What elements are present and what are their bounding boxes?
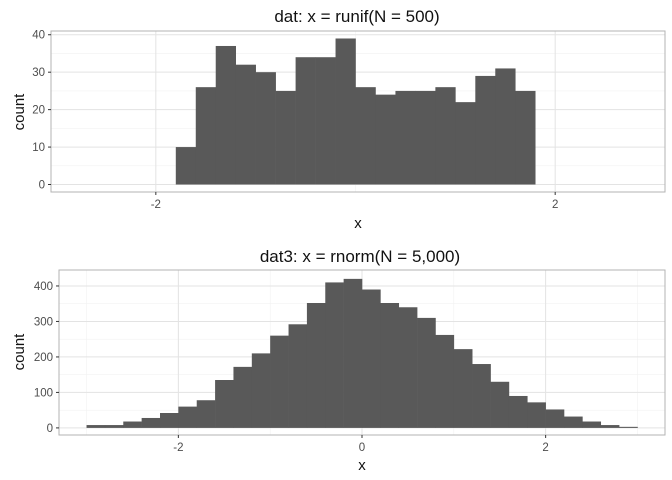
histogram-bar	[86, 425, 106, 428]
histogram-bar	[527, 402, 546, 428]
x-tick-label: -2	[173, 442, 183, 454]
histogram-bar	[375, 94, 396, 185]
histogram-bar	[417, 317, 436, 428]
histogram-bar	[355, 87, 376, 185]
bars	[86, 278, 638, 428]
histogram-panel-rnorm: dat3: x = rnorm(N = 5,000) -2 0 2 0 100 200 30…	[11, 247, 666, 474]
y-tick-label: 0	[47, 423, 53, 435]
histogram-bar	[435, 334, 455, 428]
histogram-bar	[160, 413, 179, 428]
y-tick-label: 20	[32, 105, 45, 117]
histogram-bar	[564, 416, 583, 428]
y-tick-label: 10	[32, 142, 45, 154]
histogram-bar	[123, 421, 142, 428]
histogram-bar	[270, 335, 289, 428]
histogram-bar	[398, 307, 418, 428]
histogram-bar	[475, 75, 496, 185]
histogram-bar	[495, 68, 516, 185]
x-tick-label: 2	[552, 199, 558, 211]
x-tick-label: 2	[542, 442, 548, 454]
histogram-bar	[104, 425, 124, 428]
y-tick-label: 30	[32, 67, 45, 79]
histogram-bar	[295, 57, 316, 185]
histogram-bar	[435, 87, 456, 185]
histogram-bar	[515, 90, 536, 185]
histogram-bar	[315, 57, 336, 185]
y-axis-title: count	[11, 93, 28, 131]
histogram-bar	[472, 364, 491, 428]
histogram-bar	[288, 324, 308, 428]
histogram-bar	[335, 38, 356, 185]
histogram-bar	[395, 90, 416, 185]
histogram-bar	[235, 64, 256, 185]
bars	[175, 38, 536, 185]
histogram-bar	[275, 90, 296, 185]
histogram-bar	[343, 278, 363, 428]
y-tick-label: 100	[34, 387, 53, 399]
histogram-bar	[306, 303, 326, 428]
y-tick-label: 0	[39, 180, 45, 192]
tick-labels: -2 0 2 0 100 200 300 400	[34, 281, 549, 454]
x-tick-label: -2	[151, 199, 161, 211]
histogram-bar	[455, 102, 476, 185]
y-tick-label: 400	[34, 281, 53, 293]
histogram-bar	[362, 289, 381, 428]
y-axis-title: count	[11, 333, 28, 371]
histogram-bar	[141, 417, 161, 428]
histogram-bar	[453, 349, 473, 428]
histogram-bar	[545, 409, 565, 428]
histogram-bar	[508, 395, 528, 428]
chart-title: dat3: x = rnorm(N = 5,000)	[260, 247, 460, 266]
histogram-bar	[178, 406, 198, 428]
y-tick-label: 200	[34, 352, 53, 364]
y-tick-label: 40	[32, 30, 45, 42]
x-tick-label: 0	[359, 442, 365, 454]
histogram-bar	[215, 45, 236, 185]
histogram-bar	[325, 282, 344, 428]
histogram-bar	[619, 426, 638, 428]
histogram-bar	[215, 380, 234, 428]
histogram-bar	[415, 90, 436, 185]
histogram-bar	[380, 303, 400, 428]
panel-border	[50, 30, 666, 193]
histogram-bar	[490, 381, 510, 428]
x-axis-title: x	[354, 215, 362, 232]
y-tick-label: 300	[34, 316, 53, 328]
x-axis-title: x	[358, 457, 366, 474]
histogram-bar	[196, 400, 216, 428]
histogram-bar	[195, 87, 217, 185]
histogram-bar	[175, 147, 197, 185]
histogram-bar	[582, 421, 602, 428]
histogram-bar	[233, 366, 253, 428]
histogram-bar	[255, 72, 276, 185]
histogram-bar	[600, 425, 620, 428]
chart-title: dat: x = runif(N = 500)	[274, 7, 439, 26]
histogram-bar	[251, 353, 271, 428]
